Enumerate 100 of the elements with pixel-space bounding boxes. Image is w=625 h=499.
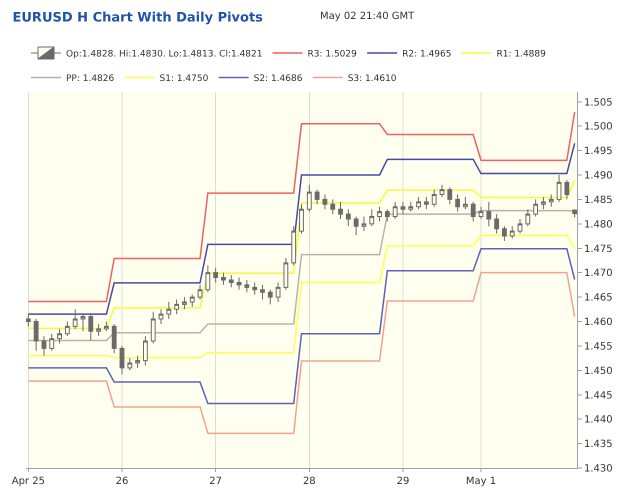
candlestick	[455, 194, 460, 212]
candlestick	[104, 321, 109, 332]
candlestick	[432, 189, 437, 208]
legend-label: S2: 1.4686	[254, 74, 303, 84]
candlestick	[49, 333, 54, 352]
candlestick	[260, 284, 265, 300]
candlestick	[447, 186, 452, 205]
candlestick	[143, 336, 148, 366]
y-tick-label: 1.465	[584, 292, 613, 304]
y-tick-label: 1.460	[584, 317, 613, 328]
candlestick	[26, 314, 31, 327]
x-tick-label: 28	[302, 476, 316, 487]
candlestick	[72, 308, 78, 330]
candlestick	[135, 355, 140, 368]
candlestick	[127, 358, 132, 371]
candlestick	[362, 216, 366, 232]
y-tick-label: 1.480	[584, 219, 613, 230]
legend-label: R1: 1.4889	[496, 50, 546, 60]
candlestick	[96, 323, 101, 337]
candlestick	[291, 226, 296, 266]
candlestick	[205, 264, 210, 293]
candlestick	[502, 226, 507, 242]
candlestick	[400, 201, 406, 215]
candlestick	[190, 294, 195, 308]
candlestick	[525, 208, 530, 227]
y-tick-label: 1.430	[584, 464, 613, 474]
y-tick-label: 1.505	[584, 97, 613, 108]
y-tick-label: 1.485	[584, 194, 613, 206]
chart-title: EURUSD H Chart With Daily Pivots	[12, 10, 264, 26]
line-series	[28, 180, 576, 330]
candlestick	[299, 204, 304, 234]
candlestick	[34, 318, 39, 352]
candlestick	[408, 201, 414, 212]
line-series	[28, 111, 576, 302]
legend-label: R3: 1.5029	[307, 50, 358, 60]
candlestick	[478, 206, 484, 220]
line-series	[28, 210, 576, 342]
legend-label: S1: 1.4750	[160, 74, 209, 84]
candlestick	[424, 196, 429, 210]
candlestick	[283, 258, 288, 290]
candlestick	[88, 314, 94, 342]
candlestick	[486, 201, 492, 227]
legend-label: Op:1.4828. Hi:1.4830. Lo:1.4813. Cl:1.4821	[66, 50, 262, 60]
candlestick	[533, 198, 538, 218]
candlestick	[416, 196, 421, 210]
candlestick	[268, 289, 273, 305]
candlestick	[548, 194, 554, 208]
candlestick	[174, 299, 180, 315]
candlestick	[158, 308, 164, 324]
candlestick	[541, 196, 546, 210]
legend-label: R2: 1.4965	[402, 50, 452, 60]
line-series	[28, 234, 576, 358]
x-tick-label: May 1	[466, 476, 496, 487]
candlestick	[150, 311, 156, 344]
candlestick	[314, 189, 320, 205]
candlestick	[221, 272, 226, 286]
candlestick	[330, 198, 336, 215]
x-tick-label: Apr 25	[12, 476, 45, 487]
candlestick	[166, 301, 172, 320]
candlestick	[518, 218, 522, 234]
y-tick-label: 1.445	[584, 390, 613, 402]
y-tick-label: 1.470	[584, 268, 613, 280]
candlestick	[236, 277, 242, 290]
candlestick	[252, 282, 258, 296]
candlestick	[57, 328, 62, 344]
candlestick	[338, 201, 343, 220]
candlestick	[306, 184, 312, 212]
candlestick	[112, 323, 117, 354]
candlestick	[64, 321, 70, 337]
y-tick-label: 1.440	[584, 414, 613, 426]
candlestick	[440, 184, 444, 198]
candlestick	[354, 216, 359, 236]
x-tick-label: 29	[396, 476, 410, 487]
candlestick	[322, 194, 328, 210]
candlestick	[470, 201, 476, 222]
line-series	[28, 142, 576, 315]
x-tick-label: 26	[116, 476, 128, 487]
y-tick-label: 1.500	[584, 122, 613, 133]
y-tick-label: 1.455	[584, 341, 613, 352]
candlestick	[572, 208, 577, 218]
candlestick	[510, 226, 515, 239]
y-tick-label: 1.435	[584, 439, 613, 450]
candlestick	[182, 296, 187, 310]
y-tick-label: 1.490	[584, 170, 613, 182]
candlestick	[120, 345, 124, 375]
y-tick-label: 1.495	[584, 146, 613, 158]
candlestick	[377, 206, 382, 222]
candlestick	[228, 274, 234, 288]
candlestick	[213, 267, 218, 283]
candlestick	[42, 336, 46, 356]
candlestick	[276, 282, 280, 302]
x-tick-label: 27	[209, 476, 222, 487]
candlestick	[494, 214, 500, 234]
legend-label: S3: 1.4610	[348, 74, 397, 84]
y-tick-label: 1.450	[584, 366, 613, 377]
legend-label: PP: 1.4826	[66, 74, 115, 84]
candlestick	[346, 208, 351, 227]
candlestick	[392, 201, 398, 220]
candlestick	[80, 314, 86, 332]
candlestick	[564, 179, 570, 200]
